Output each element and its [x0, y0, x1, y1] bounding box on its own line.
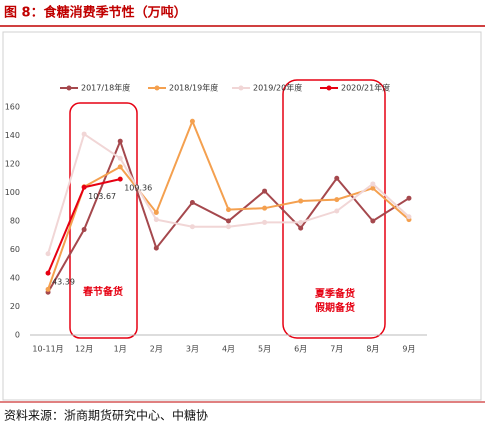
legend-label: 2020/21年度: [341, 83, 390, 93]
point: [298, 219, 304, 225]
point: [334, 208, 340, 214]
point: [406, 195, 412, 201]
x-tick-label: 1月: [114, 345, 127, 354]
point: [117, 138, 123, 144]
point: [262, 188, 268, 194]
x-tick-label: 3月: [186, 345, 199, 354]
point: [45, 270, 51, 276]
point: [298, 198, 304, 204]
point: [81, 131, 87, 137]
x-tick-label: 2月: [150, 345, 163, 354]
data-label: 103.67: [88, 192, 116, 201]
x-tick-label: 8月: [366, 345, 379, 354]
x-tick-label: 4月: [222, 345, 235, 354]
point: [370, 185, 376, 191]
y-tick-label: 20: [10, 302, 20, 311]
y-tick-label: 160: [5, 103, 20, 112]
y-tick-label: 60: [10, 245, 20, 254]
point: [45, 286, 51, 292]
y-tick-label: 120: [5, 160, 20, 169]
point: [334, 197, 340, 203]
legend-marker: [66, 85, 72, 91]
point: [189, 224, 195, 230]
point: [334, 175, 340, 181]
x-tick-label: 10-11月: [32, 345, 63, 354]
point: [406, 214, 412, 220]
x-tick-label: 7月: [330, 345, 343, 354]
chart-frame: [2, 31, 482, 401]
legend-marker: [238, 85, 244, 91]
y-tick-label: 80: [10, 217, 20, 226]
point: [153, 245, 159, 251]
source: 资料来源：浙商期货研究中心、中糖协: [4, 408, 208, 423]
point: [81, 184, 87, 190]
y-tick-label: 0: [15, 331, 20, 340]
point: [262, 219, 268, 225]
data-label: 109.36: [124, 184, 152, 193]
chart-title: 图 8：食糖消费季节性（万吨）: [4, 5, 187, 21]
point: [370, 218, 376, 224]
point: [298, 225, 304, 231]
point: [153, 217, 159, 223]
point: [262, 205, 268, 211]
y-tick-label: 40: [10, 274, 20, 283]
point: [81, 227, 87, 233]
point: [189, 118, 195, 124]
point: [117, 164, 123, 170]
x-tick-label: 5月: [258, 345, 271, 354]
legend-label: 2017/18年度: [81, 83, 130, 93]
legend-label: 2019/20年度: [253, 83, 302, 93]
annotation: 夏季备货: [314, 287, 355, 300]
x-tick-label: 9月: [402, 345, 415, 354]
annotation-box: [69, 102, 138, 339]
point: [226, 218, 231, 224]
point: [117, 176, 123, 182]
point: [189, 199, 195, 205]
legend-marker: [326, 85, 332, 91]
y-tick-label: 140: [5, 131, 20, 140]
legend-marker: [154, 85, 160, 91]
x-tick-label: 6月: [294, 345, 307, 354]
y-tick-label: 100: [5, 188, 20, 197]
point: [153, 209, 159, 215]
point: [117, 155, 123, 161]
annotation: 假期备货: [315, 301, 355, 314]
data-label: 43.39: [52, 278, 75, 287]
point: [370, 181, 376, 187]
x-tick-label: 12月: [75, 345, 93, 354]
point: [45, 251, 51, 257]
annotation: 春节备货: [83, 285, 123, 298]
series-line: [47, 138, 410, 293]
point: [226, 224, 231, 230]
point: [226, 207, 231, 213]
legend-label: 2018/19年度: [169, 83, 218, 93]
